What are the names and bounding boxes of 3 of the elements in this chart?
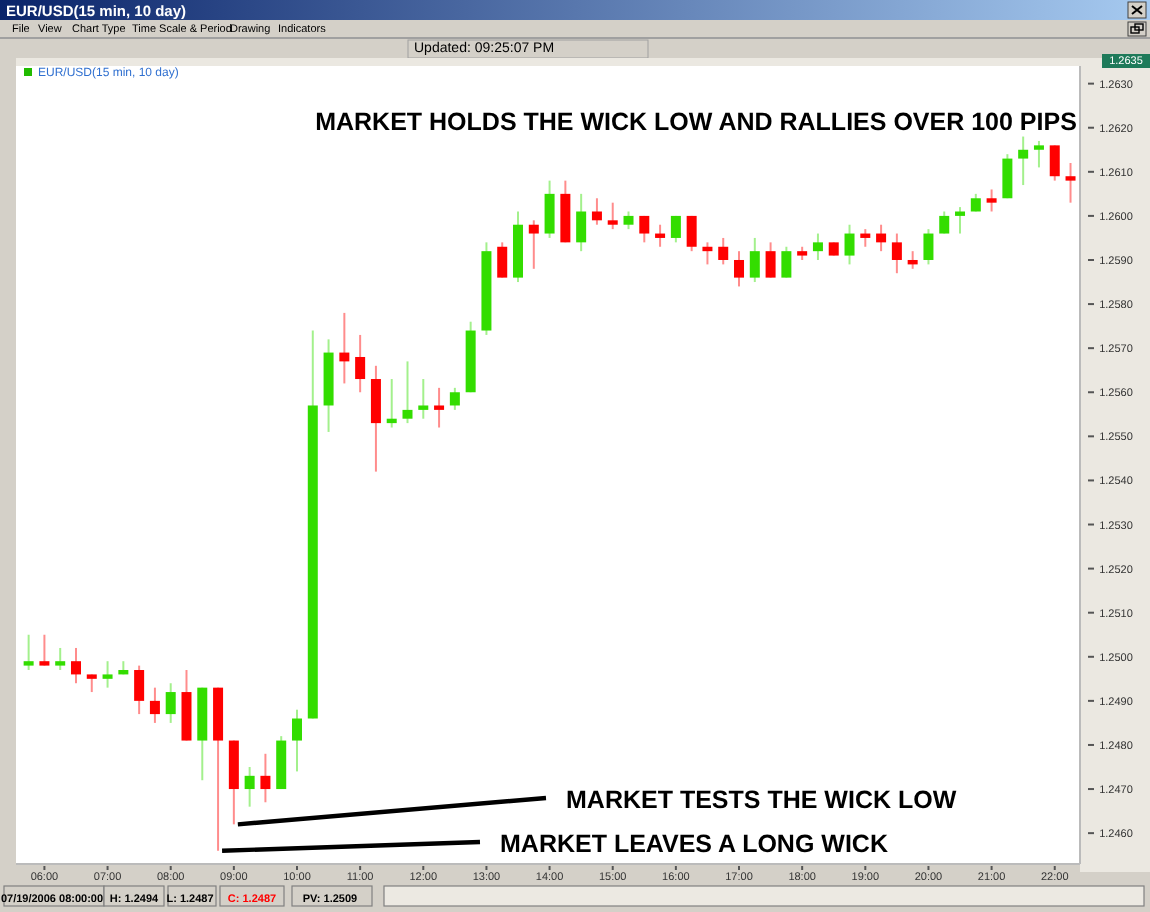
annotation: MARKET HOLDS THE WICK LOW AND RALLIES OVER 100 PIPS [315, 108, 1077, 136]
annotation: MARKET TESTS THE WICK LOW [566, 786, 957, 814]
annotation: MARKET LEAVES A LONG WICK [500, 830, 888, 858]
